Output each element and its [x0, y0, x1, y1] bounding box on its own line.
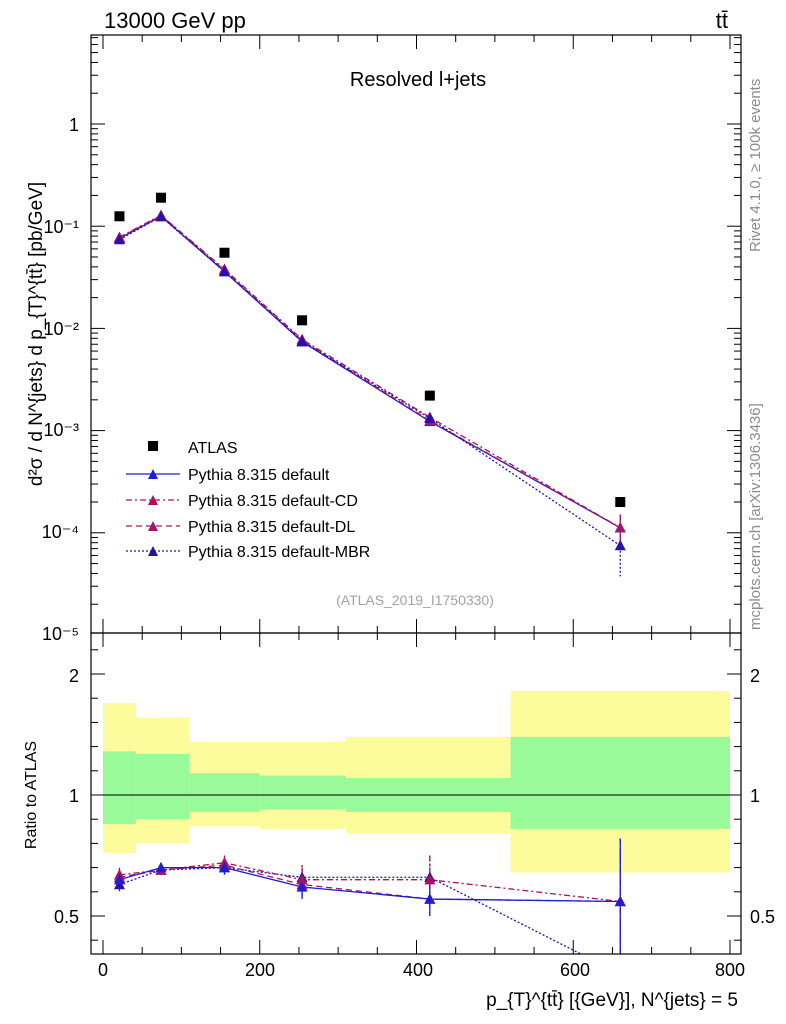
legend-marker-mbr	[126, 546, 180, 556]
ratio-xtick-400: 400	[403, 960, 433, 980]
main-ytick-0.001: 10⁻³	[43, 420, 79, 440]
atlas-data-point	[155, 192, 166, 203]
inner-band-bin-1	[135, 753, 190, 820]
ratio-point-3	[615, 968, 626, 978]
mc-point-4	[155, 210, 167, 222]
main-y-label: d²σ / d N^{jets} d p_{T}^{tt̄} [pb/GeV]	[26, 182, 47, 486]
legend-marker-atlas	[148, 441, 158, 451]
ratio-bands-layer	[103, 690, 730, 873]
atlas-data-point	[615, 497, 626, 508]
ratio-point-0	[218, 861, 230, 873]
rivet-label: Rivet 4.1.0, ≥ 100k events	[747, 79, 764, 252]
ratio-frame	[90, 632, 742, 955]
ratio-point-0	[296, 881, 308, 892]
legend-label-atlas: ATLAS	[188, 440, 238, 457]
ratio-ytick-right-1: 1	[750, 786, 760, 806]
legend-marker-default	[126, 469, 180, 479]
atlas-data-point	[297, 315, 308, 326]
mc-point-4	[424, 412, 436, 423]
legend: ATLAS Pythia 8.315 default Pythia 8.315 …	[126, 440, 370, 561]
main-ytick-0.00001: 10⁻⁵	[42, 624, 79, 644]
ratio-points-layer	[113, 856, 626, 978]
ratio-series-layer	[118, 838, 621, 954]
legend-label-default: Pythia 8.315 default	[188, 467, 330, 484]
main-ytick-0.0001: 10⁻⁴	[42, 522, 79, 542]
reference-label: (ATLAS_2019_I1750330)	[336, 592, 494, 608]
inner-band-bin-3	[259, 775, 346, 810]
ratio-xtick-600: 600	[560, 960, 590, 980]
inner-band-bin-2	[189, 773, 260, 812]
ratio-ytick-right-2: 2	[750, 666, 760, 686]
legend-marker-cd	[126, 495, 180, 505]
ratio-ytick-right-0.5: 0.5	[750, 907, 775, 927]
main-plot: Resolved l+jets (ATLAS_2019_I1750330) d²…	[26, 34, 742, 644]
ratio-line-1	[119, 862, 621, 903]
x-axis-label: p_{T}^{tt̄} [{GeV}], N^{jets} = 5	[486, 990, 738, 1011]
mc-point-4	[113, 233, 125, 245]
legend-label-mbr: Pythia 8.315 default-MBR	[188, 544, 370, 561]
mc-line-3	[119, 214, 621, 529]
ratio-xtick-200: 200	[245, 960, 275, 980]
atlas-data-point	[424, 390, 435, 401]
ratio-plot: Ratio to ATLAS 0.5 1 2 0.5 1 2 0 200 400…	[23, 632, 775, 1011]
inner-band-bin-5	[510, 736, 730, 829]
main-ytick-0.1: 10⁻¹	[43, 217, 79, 237]
ratio-ytick-left-0.5: 0.5	[54, 907, 79, 927]
legend-marker-dl	[126, 521, 180, 531]
ratio-ytick-left-2: 2	[69, 666, 79, 686]
inner-band-bin-0	[103, 751, 136, 825]
legend-label-cd: Pythia 8.315 default-CD	[188, 493, 358, 510]
ratio-point-0	[614, 895, 626, 907]
mc-line-2	[119, 214, 621, 529]
mc-point-4	[614, 539, 626, 551]
ratio-point-1	[424, 873, 436, 885]
mc-point-4	[218, 265, 230, 277]
atlas-data-point	[114, 211, 125, 222]
main-points-layer	[113, 192, 626, 551]
main-ytick-0.01: 10⁻²	[43, 319, 79, 339]
main-title: Resolved l+jets	[350, 69, 486, 91]
ratio-y-label: Ratio to ATLAS	[23, 741, 40, 849]
ratio-xtick-800: 800	[715, 960, 745, 980]
ratio-ticks	[91, 633, 741, 954]
ratio-line-2	[119, 864, 621, 903]
mc-point-3	[614, 521, 626, 533]
main-ytick-1: 1	[69, 115, 79, 135]
mc-point-4	[296, 335, 308, 346]
ratio-ytick-left-1: 1	[69, 786, 79, 806]
ratio-xtick-0: 0	[98, 960, 108, 980]
ratio-line-0	[119, 866, 621, 903]
main-ticks	[91, 35, 741, 633]
energy-label: 13000 GeV pp	[104, 8, 246, 33]
process-label: tt̄	[716, 8, 728, 33]
atlas-data-point	[219, 247, 230, 258]
legend-label-dl: Pythia 8.315 default-DL	[188, 519, 355, 536]
ratio-line-3	[119, 866, 583, 954]
ratio-point-0	[155, 861, 167, 873]
ratio-point-0	[424, 893, 436, 904]
mcplots-label: mcplots.cern.ch [arXiv:1306.3436]	[747, 403, 764, 630]
ratio-point-0	[113, 873, 125, 885]
